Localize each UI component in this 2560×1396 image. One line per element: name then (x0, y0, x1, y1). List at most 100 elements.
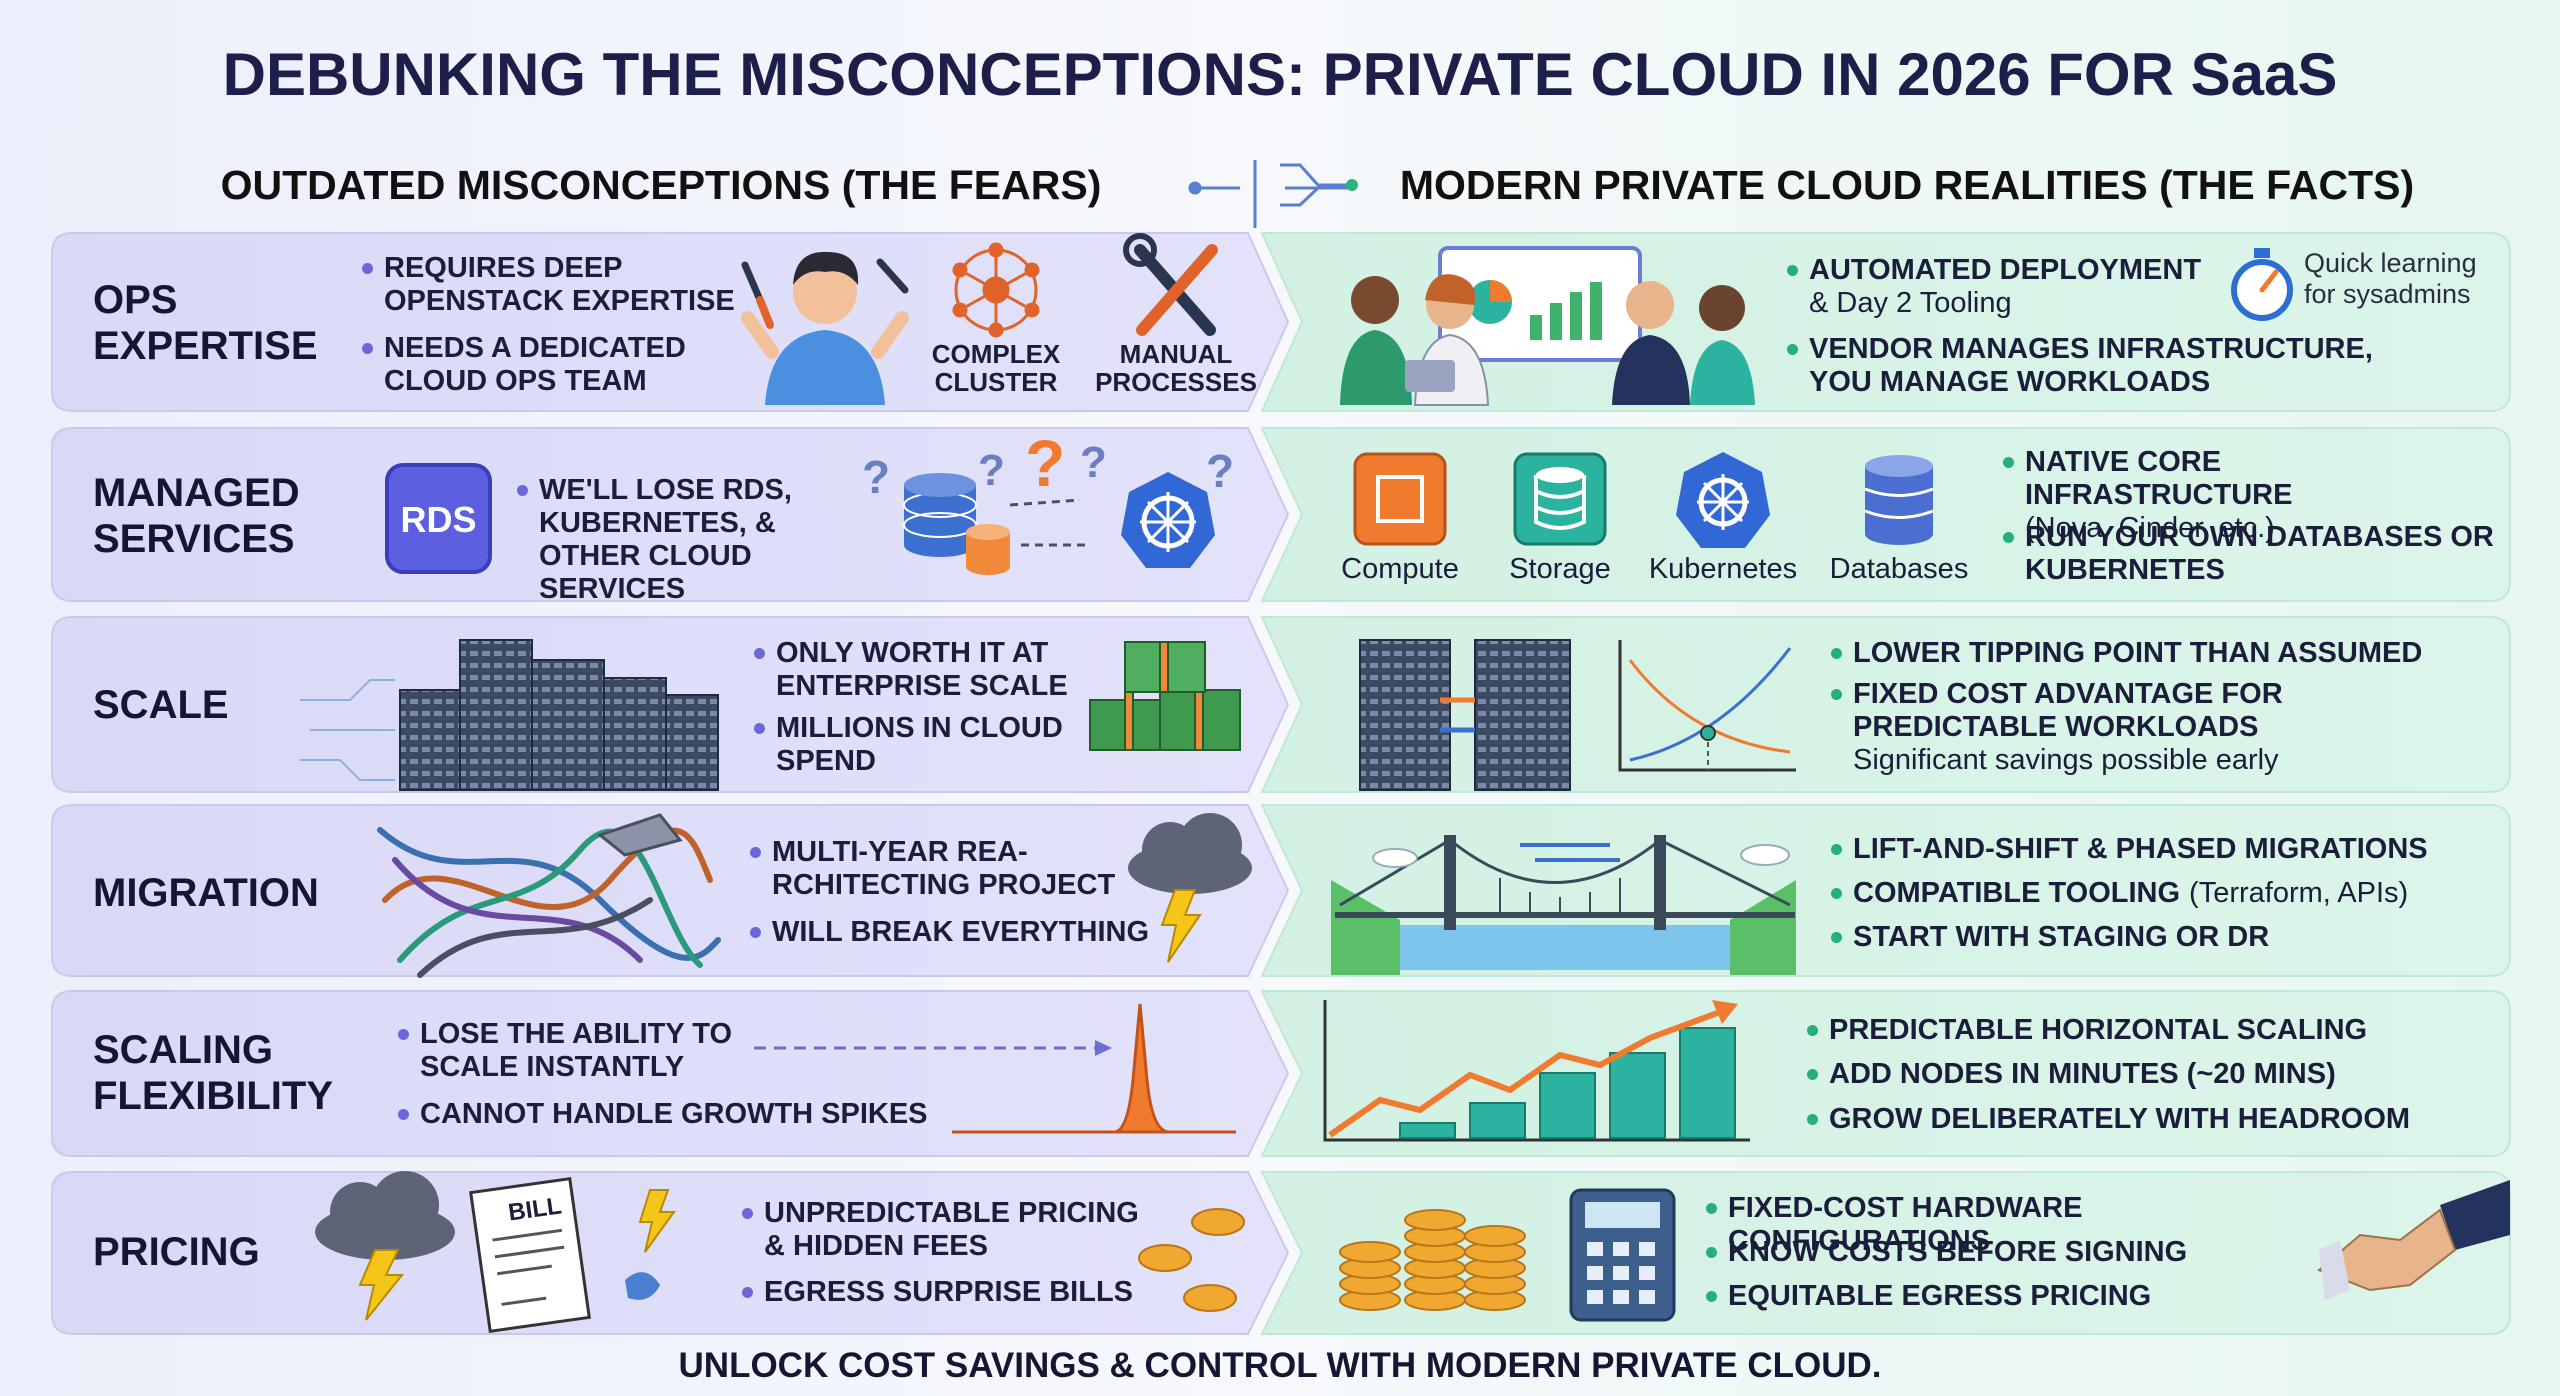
fact-item: FIXED-COST HARDWARE CONFIGURATIONS (1706, 1192, 2348, 1258)
team-presentation-icon-part (1590, 282, 1602, 340)
coins-icon-part (1183, 1284, 1237, 1312)
tangled-wires-icon (377, 813, 721, 978)
bridge-icon-part (1444, 835, 1456, 930)
bill-icon (469, 1177, 591, 1333)
complex-cluster-icon-part (952, 262, 968, 278)
dashed-arrow (754, 1040, 1112, 1056)
header-connector-part (1195, 160, 1355, 228)
growth-chart-part (1469, 1102, 1526, 1139)
server-racks-icon (1359, 639, 1571, 791)
bridge-icon-part (1331, 880, 1400, 975)
databases-icon-part (1865, 523, 1933, 545)
bridge-icon-part (1740, 844, 1790, 866)
team-presentation-icon (1340, 246, 1755, 406)
surprise-icons-part (625, 1272, 660, 1300)
storm-cloud-icon-part (1178, 813, 1242, 877)
title: DEBUNKING THE MISCONCEPTIONS: PRIVATE CL… (222, 41, 2338, 108)
fear-item: WE'LL LOSE RDS, KUBERNETES, & OTHER CLOU… (517, 474, 884, 606)
bill-icon-part (492, 1228, 565, 1306)
team-presentation-icon-part (1699, 285, 1745, 331)
icon-label: Databases (1829, 553, 1969, 585)
fact-item: GROW DELIBERATELY WITH HEADROOM (1807, 1103, 2489, 1136)
complex-cluster-icon-part (982, 276, 1010, 304)
row-label: SCALING FLEXIBILITY (93, 1028, 333, 1118)
coins-icon-part (1191, 1208, 1245, 1236)
stressed-person-icon (741, 251, 909, 405)
storage-icon (1513, 452, 1607, 546)
coin-stacks-icon (1339, 1209, 1526, 1311)
datacenter-icon-part (531, 659, 605, 791)
stopwatch-icon-part (2254, 248, 2270, 258)
storm-cloud-icon-part (1160, 889, 1202, 963)
fact-item: PREDICTABLE HORIZONTAL SCALING (1807, 1014, 2489, 1047)
spike-chart (952, 1003, 1236, 1134)
tipping-point-graph-part (1618, 640, 1796, 772)
kubernetes-fact-icon-part (1697, 474, 1749, 530)
fear-item: ONLY WORTH IT AT ENTERPRISE SCALE (754, 637, 1106, 703)
fact-item: NATIVE CORE INFRASTRUCTURE (Nova, Cinder,… (2003, 446, 2495, 545)
storm-icon (315, 1171, 455, 1321)
fear-item: CANNOT HANDLE GROWTH SPIKES (398, 1098, 940, 1131)
left-header: OUTDATED MISCONCEPTIONS (THE FEARS) (220, 162, 1102, 208)
fact-note: Quick learning for sysadmins (2304, 248, 2477, 309)
money-stack-icon (1089, 641, 1241, 751)
handshake-icon-part (2319, 1240, 2350, 1300)
circuit-lines-part (300, 679, 395, 781)
datacenter-icon-part (399, 689, 461, 791)
team-presentation-icon-part (1690, 340, 1755, 405)
fear-item: UNPREDICTABLE PRICING & HIDDEN FEES (742, 1197, 1154, 1263)
icon-label: MANUAL PROCESSES (1095, 339, 1257, 397)
stressed-person-icon-part (741, 311, 909, 359)
team-presentation-icon-part (1626, 281, 1674, 329)
complex-cluster-icon-part (959, 250, 1033, 330)
fear-item: LOSE THE ABILITY TO SCALE INSTANTLY (398, 1018, 750, 1084)
stressed-person-icon-part (793, 251, 859, 285)
fear-panel (51, 990, 1290, 1157)
right-header: MODERN PRIVATE CLOUD REALITIES (THE FACT… (1399, 162, 2415, 208)
growth-chart-part (1539, 1072, 1596, 1139)
header-connector (1188, 160, 1358, 228)
compute-icon-part (1376, 475, 1424, 523)
growth-chart-part (1328, 1009, 1722, 1138)
calculator-icon-part (1587, 1242, 1655, 1304)
bridge-icon-part (1520, 843, 1620, 862)
fear-item: MILLIONS IN CLOUD SPEND (754, 712, 1106, 778)
complex-cluster-icon-part (952, 302, 968, 318)
row-label: SCALE (93, 683, 229, 727)
team-presentation-icon-part (1530, 315, 1542, 340)
team-presentation-icon-part (1490, 280, 1512, 302)
handshake-icon (2317, 1180, 2510, 1300)
tangled-wires-icon-part (596, 813, 683, 857)
bridge-icon-part (1372, 848, 1418, 868)
row-label: MANAGED SERVICES (93, 471, 300, 561)
database-icons-part (904, 533, 976, 557)
coin-stacks-icon-part (1339, 1241, 1401, 1263)
tipping-point-graph (1618, 640, 1796, 772)
bridge-icon-part (1499, 878, 1621, 915)
manual-processes-icon (1123, 233, 1218, 336)
tipping-point-graph-part (1628, 659, 1791, 754)
header-connector-part (1188, 181, 1202, 195)
fact-text: AUTOMATED DEPLOYMENT (1809, 254, 2202, 286)
database-icons-part (966, 524, 1010, 540)
stressed-person-icon-part (756, 296, 774, 329)
tipping-point-graph-part (1700, 725, 1716, 741)
stressed-person-icon-part (765, 330, 885, 405)
dashed-arrow-part (1095, 1040, 1112, 1056)
fact-text: COMPATIBLE TOOLING (1853, 877, 2181, 909)
circuit-lines (300, 679, 395, 781)
bridge-icon-part (1339, 838, 1791, 907)
fact-detail: Significant savings possible early (1853, 744, 2279, 776)
complex-cluster-icon-part (988, 322, 1004, 338)
kubernetes-icon (1121, 472, 1215, 568)
fact-item: LOWER TIPPING POINT THAN ASSUMED (1831, 637, 2503, 670)
fear-panel (51, 232, 1290, 412)
question-mark: ? (862, 451, 891, 503)
growth-chart-part (1399, 1122, 1456, 1139)
complex-cluster-icon (952, 242, 1040, 338)
row-label: OPS EXPERTISE (93, 278, 318, 368)
storage-icon-part (1534, 475, 1586, 530)
fear-item: REQUIRES DEEP OPENSTACK EXPERTISE (362, 252, 744, 318)
